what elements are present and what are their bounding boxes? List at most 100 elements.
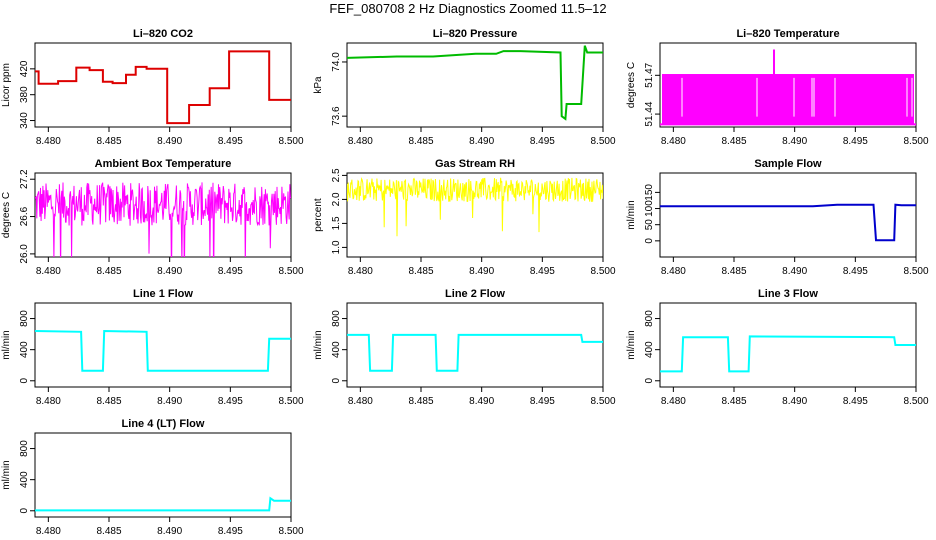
y-axis-label: degrees C: [1, 192, 12, 238]
panel: Line 4 (LT) Flow ml/min 8.480 8.485 8.490 8.4…: [1, 418, 304, 537]
plot-frame: [34, 302, 292, 388]
x-tick-label: 8.485: [96, 396, 121, 407]
panel: Gas Stream RH percent 8.480 8.485 8.490 8.495…: [313, 158, 616, 277]
x-tick-label: 8.495: [218, 136, 243, 147]
plot-frame: [34, 172, 292, 258]
x-tick-label: 8.490: [782, 396, 807, 407]
y-tick-label: 51.47: [644, 62, 655, 87]
x-tick-label: 8.495: [218, 396, 243, 407]
x-tick-label: 8.480: [661, 266, 686, 277]
x-tick-label: 8.500: [903, 266, 928, 277]
y-tick-label: 400: [644, 341, 655, 358]
x-tick-label: 8.480: [36, 526, 61, 537]
y-tick-label: 380: [19, 86, 30, 103]
y-tick-label: 51.44: [644, 101, 655, 126]
panel-title: Line 1 Flow: [133, 288, 193, 300]
plot-frame: [659, 302, 917, 388]
series-line: [347, 333, 603, 372]
y-tick-label: 340: [19, 112, 30, 129]
x-tick-label: 8.485: [96, 266, 121, 277]
panel: Sample Flow ml/min 8.480 8.485 8.490 8.495 8.5…: [626, 158, 929, 277]
x-tick-label: 8.480: [348, 136, 373, 147]
y-tick-label: 420: [19, 60, 30, 77]
y-axis-label: degrees C: [626, 62, 637, 108]
y-tick-label: 50: [644, 219, 655, 231]
x-tick-label: 8.480: [661, 396, 686, 407]
x-tick-label: 8.485: [721, 396, 746, 407]
x-tick-label: 8.490: [782, 136, 807, 147]
y-tick-label: 0: [644, 238, 655, 244]
y-tick-label: 150: [644, 184, 655, 201]
x-tick-label: 8.495: [530, 396, 555, 407]
x-tick-label: 8.500: [278, 136, 303, 147]
series-line: [35, 329, 291, 372]
y-axis-label: percent: [313, 198, 324, 232]
x-tick-label: 8.485: [96, 136, 121, 147]
y-tick-label: 800: [331, 310, 342, 327]
panel-title: Li–820 Pressure: [433, 28, 517, 40]
y-tick-label: 26.6: [19, 206, 30, 226]
y-axis-label: ml/min: [313, 330, 324, 359]
x-tick-label: 8.485: [721, 266, 746, 277]
plot-frame: [659, 172, 917, 258]
panel-title: Line 3 Flow: [758, 288, 818, 300]
series-line: [347, 177, 603, 237]
x-tick-label: 8.500: [590, 396, 615, 407]
panel: Line 2 Flow ml/min 8.480 8.485 8.490 8.495 8.5…: [313, 288, 616, 407]
plot-frame: [34, 432, 292, 518]
x-tick-label: 8.500: [278, 526, 303, 537]
y-tick-label: 0: [331, 378, 342, 384]
y-axis-label: ml/min: [626, 330, 637, 359]
plot-frame: [659, 42, 917, 128]
series-line: [660, 203, 916, 242]
plot-frame: [346, 172, 604, 258]
y-tick-label: 26.0: [19, 244, 30, 264]
plot-frame: [346, 302, 604, 388]
x-tick-label: 8.480: [36, 396, 61, 407]
panel-title: Li–820 Temperature: [736, 28, 839, 40]
panel: Ambient Box Temperature degrees C 8.480 8.4…: [1, 158, 304, 277]
panel: Li–820 Temperature degrees C 8.480 8.485 8.4…: [626, 28, 929, 147]
y-tick-label: 2.0: [331, 192, 342, 206]
x-tick-label: 8.495: [843, 266, 868, 277]
y-axis-label: ml/min: [1, 330, 12, 359]
y-tick-label: 400: [19, 471, 30, 488]
y-axis-label: kPa: [313, 76, 324, 94]
y-tick-label: 800: [644, 310, 655, 327]
x-tick-label: 8.495: [530, 136, 555, 147]
x-tick-label: 8.495: [218, 266, 243, 277]
x-tick-label: 8.480: [348, 266, 373, 277]
y-tick-label: 0: [19, 508, 30, 514]
x-tick-label: 8.480: [348, 396, 373, 407]
panel: Line 1 Flow ml/min 8.480 8.485 8.490 8.495 8.5…: [1, 288, 304, 407]
x-tick-label: 8.500: [590, 266, 615, 277]
x-tick-label: 8.490: [782, 266, 807, 277]
panel: Li–820 CO2 Licor ppm 8.480 8.485 8.490 8.495 8…: [1, 28, 304, 147]
x-tick-label: 8.500: [903, 136, 928, 147]
panel-title: Sample Flow: [754, 158, 822, 170]
y-tick-label: 0: [19, 378, 30, 384]
x-tick-label: 8.480: [661, 136, 686, 147]
x-tick-label: 8.495: [843, 396, 868, 407]
x-tick-label: 8.485: [721, 136, 746, 147]
y-tick-label: 800: [19, 310, 30, 327]
panel-title: Line 2 Flow: [445, 288, 505, 300]
y-tick-label: 27.2: [19, 169, 30, 189]
panel: Li–820 Pressure kPa 8.480 8.485 8.490 8.495 8.…: [313, 28, 616, 147]
y-tick-label: 400: [331, 341, 342, 358]
x-tick-label: 8.500: [278, 266, 303, 277]
panel-title: Line 4 (LT) Flow: [122, 418, 205, 430]
y-axis-label: ml/min: [626, 200, 637, 229]
y-tick-label: 2.5: [331, 168, 342, 182]
x-tick-label: 8.485: [96, 526, 121, 537]
y-axis-label: ml/min: [1, 460, 12, 489]
x-tick-label: 8.480: [36, 136, 61, 147]
x-tick-label: 8.480: [36, 266, 61, 277]
y-axis-label: Licor ppm: [1, 63, 12, 107]
x-tick-label: 8.495: [843, 136, 868, 147]
x-tick-label: 8.500: [903, 396, 928, 407]
x-tick-label: 8.495: [218, 526, 243, 537]
series-line: [660, 335, 916, 373]
panel-title: Li–820 CO2: [133, 28, 193, 40]
